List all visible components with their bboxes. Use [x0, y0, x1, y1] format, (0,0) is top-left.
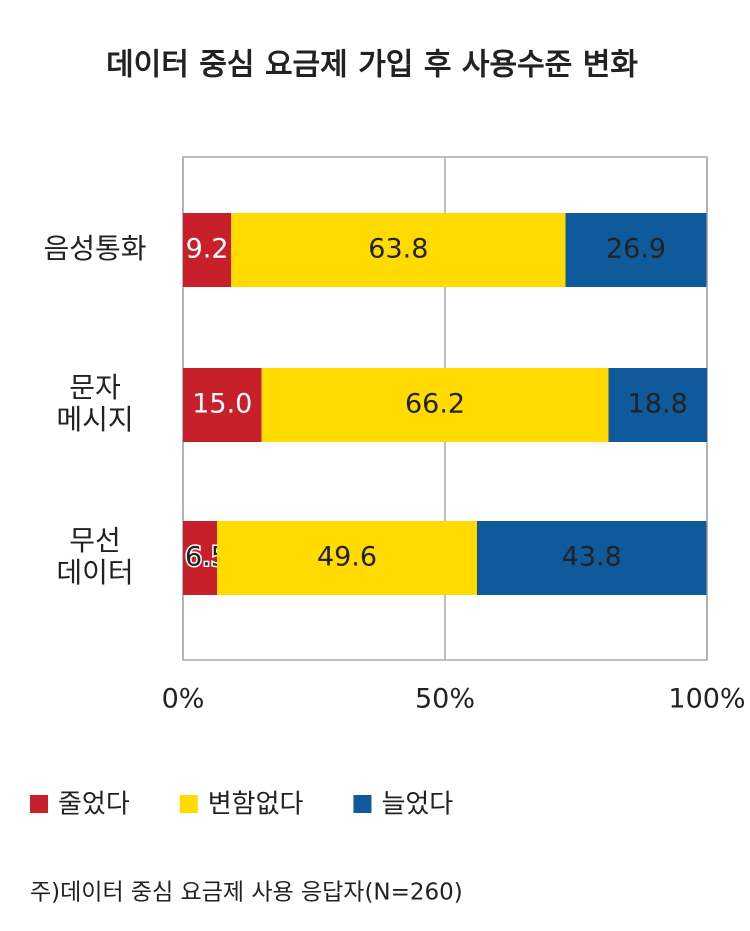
legend-label: 변함없다	[208, 790, 304, 820]
value-label: 63.8	[368, 234, 428, 265]
footnote: 주)데이터 중심 요금제 사용 응답자(N=260)	[30, 880, 463, 906]
bar-segment	[608, 368, 707, 442]
x-tick-label: 0%	[162, 684, 205, 715]
bar-segment	[183, 521, 218, 595]
x-tick-label: 50%	[415, 684, 475, 715]
value-label: 18.8	[628, 389, 688, 420]
y-tick-label: 음성통화	[43, 232, 146, 265]
value-label: 26.9	[606, 234, 666, 265]
legend-label: 줄었다	[58, 790, 130, 820]
bar-segment	[565, 213, 707, 287]
bar-segment	[261, 368, 609, 442]
legend-label: 늘었다	[381, 790, 453, 820]
value-label: 15.0	[192, 389, 252, 420]
y-tick-label: 무선 데이터	[56, 524, 133, 589]
bar-segment	[217, 521, 477, 595]
legend-swatch	[179, 795, 198, 813]
x-tick-label: 100%	[668, 684, 745, 715]
bar-segment	[183, 213, 232, 287]
legend-swatch	[30, 795, 48, 813]
y-tick-label: 문자 메시지	[56, 371, 133, 436]
value-label: 9.2	[186, 234, 229, 265]
value-label: 49.6	[317, 542, 377, 573]
bar-segment	[231, 213, 566, 287]
bar-segment	[183, 368, 262, 442]
value-label: 66.2	[405, 389, 465, 420]
bar-segment	[476, 521, 707, 595]
chart-title: 데이터 중심 요금제 가입 후 사용수준 변화	[106, 48, 638, 83]
legend-swatch	[353, 795, 372, 813]
value-label: 43.8	[562, 542, 622, 573]
